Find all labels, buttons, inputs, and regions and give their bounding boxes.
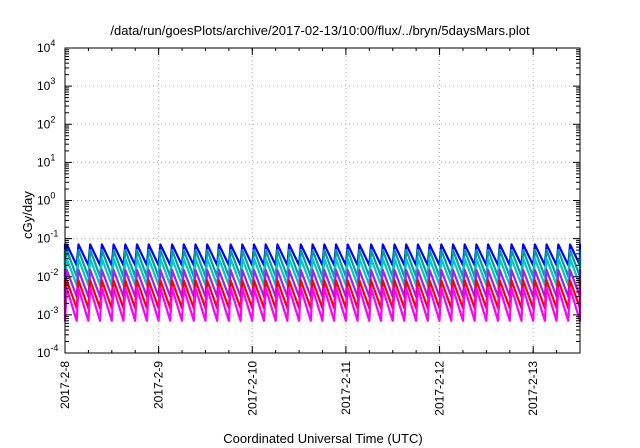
y-axis-title: cGy/day: [20, 191, 35, 239]
y-tick-label: 103: [37, 76, 55, 93]
x-tick-label: 2017-2-8: [58, 361, 72, 409]
x-tick-label: 2017-2-13: [526, 361, 540, 416]
y-tick-label: 10-2: [37, 267, 58, 284]
x-tick-label: 2017-2-10: [245, 361, 259, 416]
x-tick-label: 2017-2-9: [152, 361, 166, 409]
grid: [65, 48, 580, 353]
x-axis-ticks: 2017-2-8 2017-2-9 2017-2-10 2017-2-11 2017-2…: [58, 48, 581, 416]
y-tick-label: 102: [37, 114, 55, 131]
series-line: [63, 287, 582, 322]
y-tick-label: 104: [37, 38, 55, 55]
y-tick-label: 10-3: [37, 305, 58, 322]
y-tick-label: 100: [37, 191, 55, 208]
y-tick-label: 101: [37, 152, 55, 169]
series-group: [63, 243, 582, 322]
y-tick-label: 10-1: [37, 229, 58, 246]
y-axis-ticks: 10-4 10-3 10-2 10-1 100 101 102 103 104: [37, 38, 580, 360]
y-tick-label: 10-4: [37, 343, 58, 360]
x-axis-title: Coordinated Universal Time (UTC): [223, 431, 422, 446]
x-tick-label: 2017-2-11: [339, 361, 353, 415]
chart-title: /data/run/goesPlots/archive/2017-02-13/1…: [110, 23, 530, 38]
x-tick-label: 2017-2-12: [433, 361, 447, 416]
